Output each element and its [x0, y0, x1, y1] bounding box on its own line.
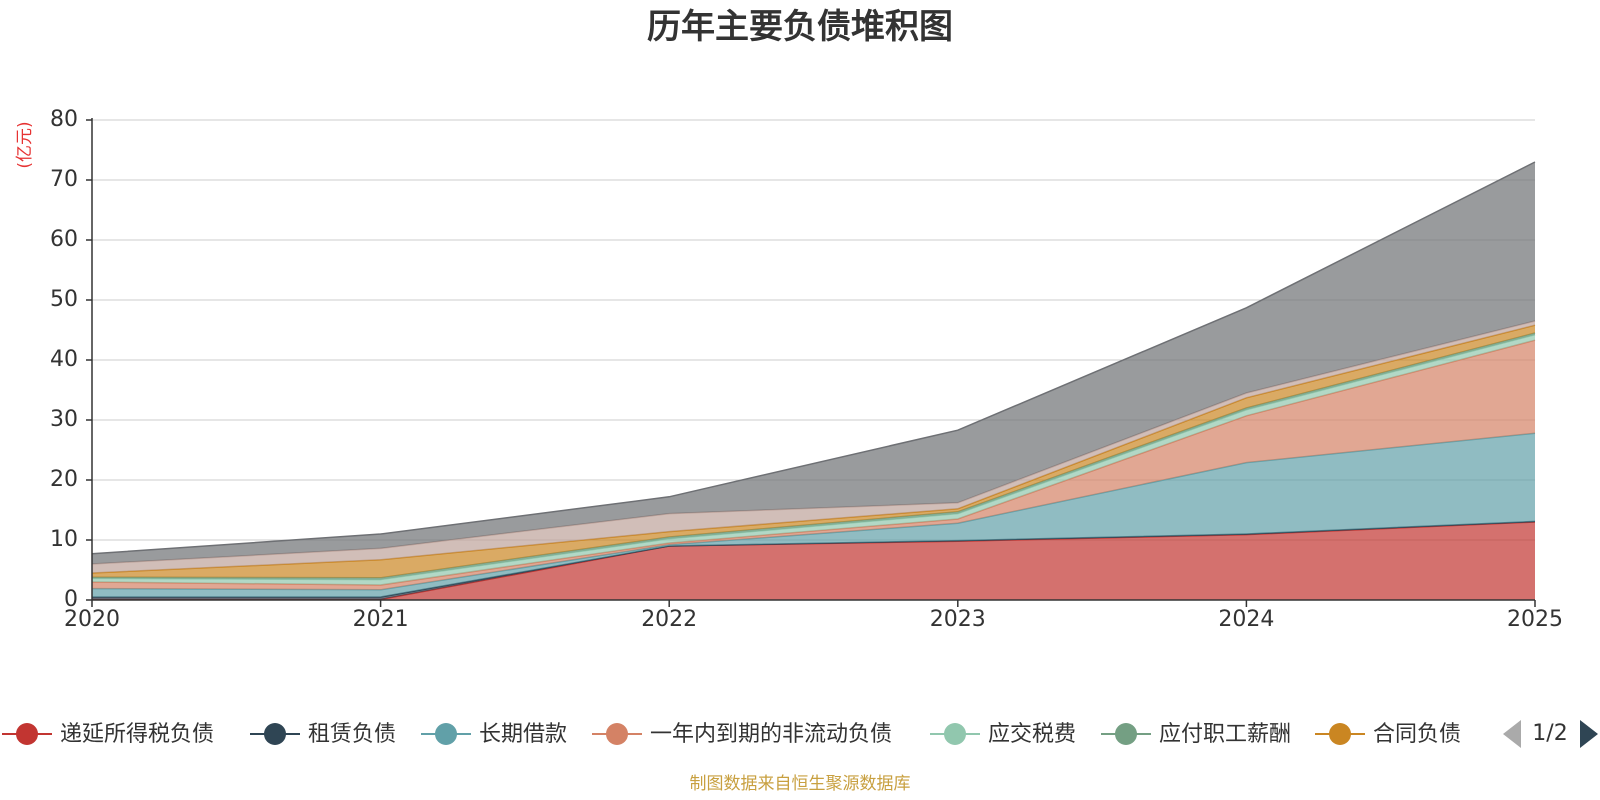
legend-label-1: 租赁负债 — [308, 722, 396, 747]
legend: 递延所得税负债 租赁负债 长期借款 一年内到期的非流动负债 应交税费 应付职工薪酬 合同负债… — [2, 720, 1598, 748]
legend-item-1[interactable]: 租赁负债 — [250, 722, 396, 747]
legend-marker-dot — [1329, 723, 1351, 745]
area-series-0 — [92, 522, 1535, 600]
area-series-group — [91, 161, 1536, 601]
y-tick-label-50: 50 — [50, 287, 78, 312]
y-tick-label-20: 20 — [50, 467, 78, 492]
series-line-6 — [91, 324, 1536, 574]
x-tick-label-2020: 2020 — [64, 607, 120, 632]
data-source-label: 制图数据来自恒生聚源数据库 — [690, 774, 911, 794]
legend-marker-dot — [16, 723, 38, 745]
legend-label-4: 应交税费 — [988, 722, 1076, 747]
legend-label-6: 合同负债 — [1373, 722, 1461, 747]
legend-item-3[interactable]: 一年内到期的非流动负债 — [592, 722, 892, 747]
legend-prev-page-icon[interactable] — [1503, 720, 1521, 748]
legend-item-5[interactable]: 应付职工薪酬 — [1101, 722, 1291, 747]
area-series-8 — [92, 162, 1535, 564]
grid-lines — [92, 119, 1535, 541]
series-line-8 — [91, 161, 1536, 555]
axes: 0 10 20 30 40 50 60 70 80 2020 2021 2022 2023 2024 202… — [50, 107, 1563, 632]
y-tick-label-30: 30 — [50, 407, 78, 432]
legend-item-0[interactable]: 递延所得税负债 — [2, 722, 214, 747]
y-tick-label-0: 0 — [64, 587, 78, 612]
area-series-2 — [92, 433, 1535, 597]
y-tick-label-40: 40 — [50, 347, 78, 372]
x-tick-label-2021: 2021 — [353, 607, 409, 632]
legend-page-indicator: 1/2 — [1532, 721, 1567, 746]
y-axis-unit-label: (亿元) — [15, 121, 35, 168]
legend-label-3: 一年内到期的非流动负债 — [650, 722, 892, 747]
legend-item-6[interactable]: 合同负债 — [1315, 722, 1461, 747]
chart-title: 历年主要负债堆积图 — [647, 7, 953, 47]
x-tick-label-2022: 2022 — [641, 607, 697, 632]
x-tick-label-2023: 2023 — [930, 607, 986, 632]
legend-marker-dot — [264, 723, 286, 745]
legend-label-0: 递延所得税负债 — [60, 722, 214, 747]
y-tick-label-10: 10 — [50, 527, 78, 552]
legend-item-4[interactable]: 应交税费 — [930, 722, 1076, 747]
y-tick-label-80: 80 — [50, 107, 78, 132]
legend-marker-dot — [1115, 723, 1137, 745]
legend-marker-dot — [944, 723, 966, 745]
x-tick-label-2025: 2025 — [1507, 607, 1563, 632]
legend-marker-dot — [435, 723, 457, 745]
legend-item-2[interactable]: 长期借款 — [421, 722, 567, 747]
legend-label-2: 长期借款 — [479, 722, 567, 747]
x-tick-label-2024: 2024 — [1218, 607, 1274, 632]
y-tick-label-70: 70 — [50, 167, 78, 192]
legend-pager: 1/2 — [1503, 720, 1598, 748]
legend-label-5: 应付职工薪酬 — [1159, 722, 1291, 747]
legend-marker-dot — [606, 723, 628, 745]
y-tick-label-60: 60 — [50, 227, 78, 252]
legend-next-page-icon[interactable] — [1580, 720, 1598, 748]
